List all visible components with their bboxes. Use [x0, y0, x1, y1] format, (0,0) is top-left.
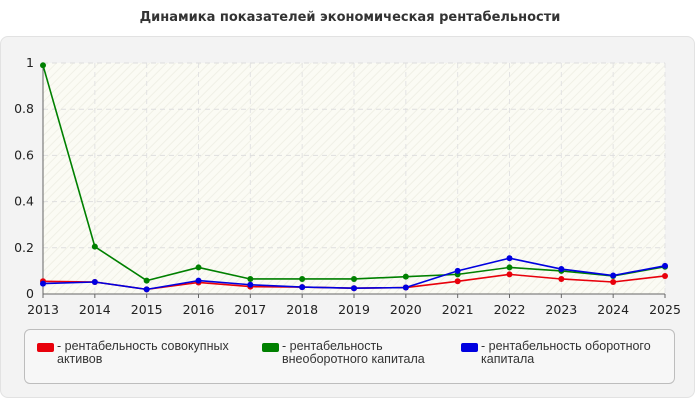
- data-point-series-3[interactable]: [506, 255, 513, 262]
- legend-item-total-assets[interactable]: - рентабельность совокупных активов: [37, 340, 229, 366]
- x-tick-label: 2013: [27, 302, 59, 317]
- legend-swatch-red: [37, 343, 54, 352]
- x-tick-label: 2016: [183, 302, 215, 317]
- data-point-series-2[interactable]: [143, 277, 150, 284]
- chart-title: Динамика показателей экономическая рента…: [139, 10, 561, 25]
- x-tick-label: 2019: [338, 302, 370, 317]
- x-tick-label: 2018: [286, 302, 318, 317]
- x-tick-label: 2014: [79, 302, 111, 317]
- legend-swatch-green: [262, 343, 279, 352]
- data-point-series-3[interactable]: [662, 262, 668, 269]
- legend-item-working-capital[interactable]: - рентабельность оборотного капитала: [461, 340, 651, 366]
- x-tick-label: 2021: [442, 302, 474, 317]
- data-point-series-2[interactable]: [402, 273, 409, 280]
- x-tick-label: 2022: [494, 302, 526, 317]
- data-point-series-3[interactable]: [610, 272, 617, 279]
- legend-label: - рентабельность совокупных активов: [57, 339, 229, 366]
- x-tick-label: 2020: [390, 302, 422, 317]
- legend-item-noncurrent-capital[interactable]: - рентабельность внеоборотного капитала: [262, 340, 425, 366]
- grid: [43, 62, 666, 294]
- data-point-series-1[interactable]: [558, 275, 565, 282]
- data-point-series-3[interactable]: [247, 281, 254, 288]
- axes: 0 0.2 0.4 0.6 0.8 1 2013 2014 2015 2016 2017 2018 20…: [14, 55, 681, 317]
- plot-area: [43, 63, 665, 294]
- data-point-series-3[interactable]: [558, 266, 565, 273]
- data-point-series-2[interactable]: [351, 275, 357, 282]
- data-point-series-3[interactable]: [351, 285, 357, 292]
- data-point-series-2[interactable]: [91, 243, 98, 250]
- data-point-series-3[interactable]: [40, 280, 46, 287]
- legend-label: - рентабельность оборотного капитала: [481, 339, 651, 366]
- data-point-series-3[interactable]: [195, 277, 202, 284]
- data-point-series-1[interactable]: [610, 278, 617, 285]
- data-point-series-2[interactable]: [247, 275, 254, 282]
- series-layer: [40, 62, 668, 293]
- data-point-series-3[interactable]: [299, 284, 306, 291]
- data-point-series-2[interactable]: [195, 264, 202, 271]
- x-tick-label: 2017: [234, 302, 266, 317]
- legend-label: - рентабельность внеоборотного капитала: [282, 339, 425, 366]
- y-tick-label: 0.4: [14, 194, 34, 209]
- x-tick-label: 2025: [649, 302, 681, 317]
- y-tick-label: 0: [26, 286, 34, 301]
- x-tick-label: 2024: [597, 302, 629, 317]
- data-point-series-3[interactable]: [402, 284, 409, 291]
- x-tick-label: 2015: [131, 302, 163, 317]
- legend-swatch-blue: [461, 343, 478, 352]
- data-point-series-2[interactable]: [506, 264, 513, 271]
- data-point-series-2[interactable]: [40, 62, 46, 69]
- y-tick-label: 0.2: [14, 240, 34, 255]
- data-point-series-1[interactable]: [662, 272, 668, 279]
- data-point-series-3[interactable]: [454, 267, 461, 274]
- y-tick-label: 1: [26, 55, 34, 70]
- data-point-series-3[interactable]: [143, 286, 150, 293]
- data-point-series-1[interactable]: [506, 271, 513, 278]
- y-tick-label: 0.6: [14, 147, 34, 162]
- legend: - рентабельность совокупных активов - ре…: [24, 329, 675, 384]
- x-tick-label: 2023: [545, 302, 577, 317]
- data-point-series-1[interactable]: [454, 278, 461, 285]
- data-point-series-2[interactable]: [299, 275, 306, 282]
- y-tick-label: 0.8: [14, 101, 34, 116]
- data-point-series-3[interactable]: [91, 278, 98, 285]
